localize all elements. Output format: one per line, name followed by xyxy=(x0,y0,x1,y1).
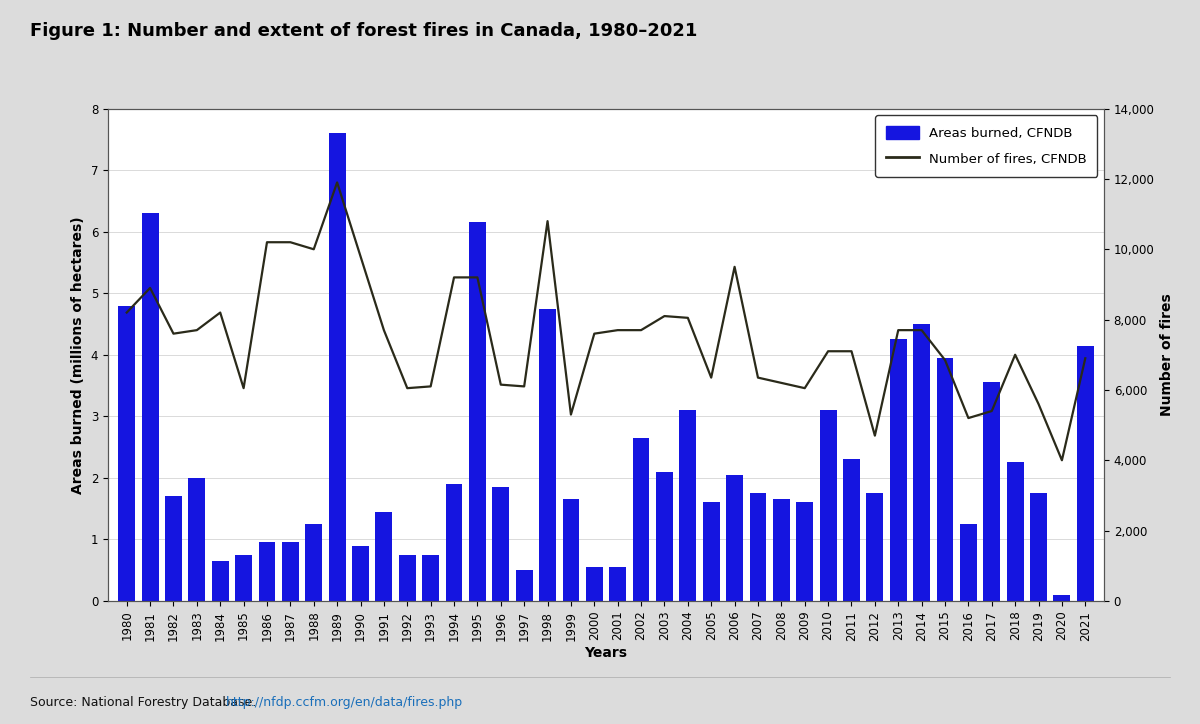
Bar xyxy=(445,484,462,601)
Bar xyxy=(119,306,136,601)
Bar xyxy=(960,524,977,601)
Bar xyxy=(166,497,182,601)
Bar xyxy=(726,475,743,601)
Bar xyxy=(983,382,1000,601)
Bar xyxy=(1054,595,1070,601)
Bar xyxy=(866,493,883,601)
Bar xyxy=(656,472,673,601)
Y-axis label: Areas burned (millions of hectares): Areas burned (millions of hectares) xyxy=(71,216,85,494)
Bar xyxy=(142,213,158,601)
Bar xyxy=(188,478,205,601)
Bar xyxy=(422,555,439,601)
Bar xyxy=(492,487,509,601)
Bar xyxy=(282,542,299,601)
Bar xyxy=(398,555,415,601)
Bar xyxy=(258,542,276,601)
Legend: Areas burned, CFNDB, Number of fires, CFNDB: Areas burned, CFNDB, Number of fires, CF… xyxy=(875,115,1098,177)
Bar xyxy=(820,410,836,601)
Bar xyxy=(679,410,696,601)
Bar xyxy=(235,555,252,601)
Bar xyxy=(1030,493,1046,601)
Bar xyxy=(212,561,229,601)
Bar xyxy=(936,358,954,601)
Bar xyxy=(632,438,649,601)
Bar xyxy=(352,546,368,601)
Bar xyxy=(539,308,556,601)
Bar xyxy=(797,502,814,601)
Bar xyxy=(376,512,392,601)
Bar xyxy=(469,222,486,601)
Bar xyxy=(329,133,346,601)
Bar xyxy=(305,524,322,601)
Bar xyxy=(750,493,767,601)
Y-axis label: Number of fires: Number of fires xyxy=(1160,293,1174,416)
Bar xyxy=(703,502,720,601)
Bar xyxy=(516,571,533,601)
Bar xyxy=(1007,463,1024,601)
Bar xyxy=(773,500,790,601)
Bar xyxy=(1076,345,1093,601)
Bar xyxy=(890,340,907,601)
Text: Source: National Forestry Database.: Source: National Forestry Database. xyxy=(30,696,260,709)
Bar xyxy=(610,567,626,601)
Bar xyxy=(844,460,860,601)
X-axis label: Years: Years xyxy=(584,647,628,660)
Text: http://nfdp.ccfm.org/en/data/fires.php: http://nfdp.ccfm.org/en/data/fires.php xyxy=(226,696,463,709)
Bar xyxy=(913,324,930,601)
Bar xyxy=(563,500,580,601)
Text: Figure 1: Number and extent of forest fires in Canada, 1980–2021: Figure 1: Number and extent of forest fi… xyxy=(30,22,697,40)
Bar xyxy=(586,567,602,601)
